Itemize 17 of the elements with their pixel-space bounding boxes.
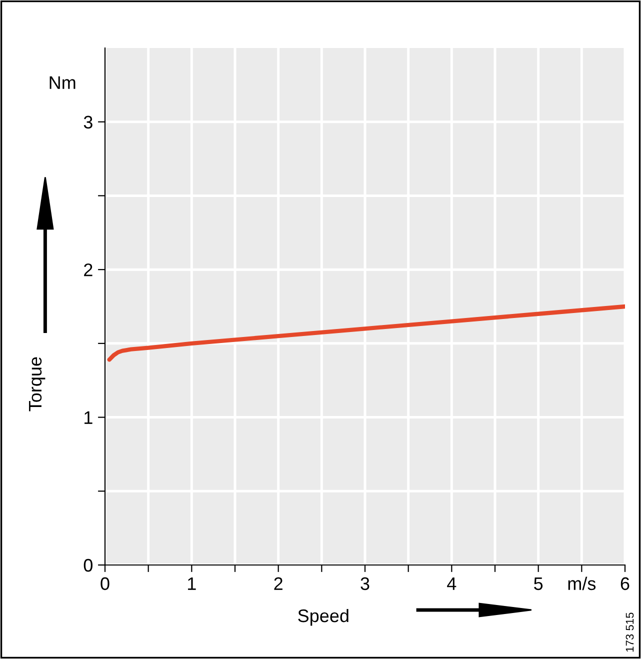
x-tick-label: 4 — [447, 577, 456, 590]
x-tick-label: 3 — [360, 577, 370, 590]
x-tick-label: m/s — [568, 576, 596, 590]
x-tick-label: 6 — [620, 577, 630, 590]
x-tick-label: 1 — [188, 577, 196, 590]
x-tick-label: 5 — [534, 577, 543, 590]
line-series — [107, 304, 625, 362]
text: Nm — [50, 76, 76, 89]
x-tick-label: 0 — [100, 577, 110, 590]
y-axis-title: Torque — [29, 357, 46, 412]
x-tick-label: 2 — [274, 577, 282, 590]
x-axis-title: Speed — [298, 608, 348, 626]
y-tick-label: 3 — [84, 116, 92, 129]
text: 173 515 — [626, 612, 634, 652]
y-tick-label: 1 — [84, 411, 92, 424]
y-tick-label: 2 — [84, 264, 92, 276]
y-tick-label: 0 — [84, 558, 92, 572]
